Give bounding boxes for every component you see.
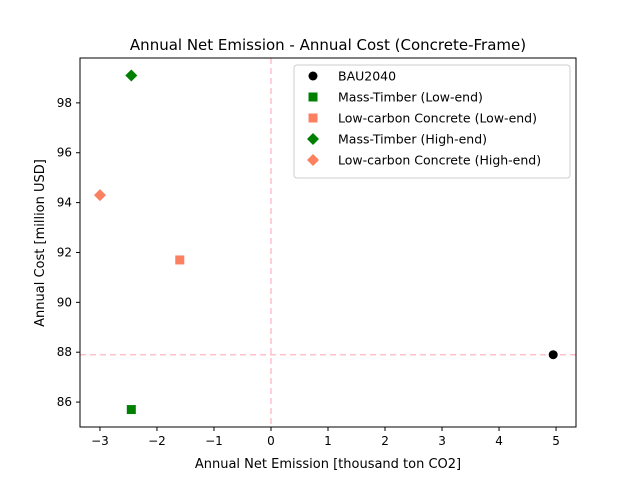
legend-marker xyxy=(307,154,319,166)
x-axis-ticks: −3 −2 −1 0 1 2 3 4 5 xyxy=(91,427,560,448)
data-point xyxy=(93,189,106,202)
y-tick-label: 88 xyxy=(57,345,72,359)
data-point xyxy=(126,405,136,415)
y-axis-label: Annual Cost [million USD] xyxy=(33,159,48,327)
x-tick-label: 5 xyxy=(552,434,560,448)
chart-title: Annual Net Emission - Annual Cost (Concr… xyxy=(130,36,526,54)
y-tick-label: 86 xyxy=(57,395,72,409)
y-tick-label: 90 xyxy=(57,295,72,309)
data-points xyxy=(93,69,558,415)
y-tick-label: 94 xyxy=(57,196,72,210)
x-tick-label: 0 xyxy=(267,434,275,448)
x-tick-label: 3 xyxy=(438,434,446,448)
data-point xyxy=(125,69,138,82)
legend-label: Mass-Timber (High-end) xyxy=(338,132,487,147)
y-tick-label: 96 xyxy=(57,146,72,160)
x-tick-label: 1 xyxy=(324,434,332,448)
legend-marker xyxy=(308,113,318,123)
legend-label: Low-carbon Concrete (Low-end) xyxy=(338,111,537,126)
y-tick-label: 98 xyxy=(57,96,72,110)
legend-marker xyxy=(307,133,319,145)
x-axis-label: Annual Net Emission [thousand ton CO2] xyxy=(195,457,461,472)
legend-marker xyxy=(308,71,318,81)
data-point xyxy=(175,255,185,265)
legend: BAU2040 Mass-Timber (Low-end) Low-carbon C… xyxy=(293,64,571,179)
x-tick-label: −1 xyxy=(205,434,223,448)
data-point xyxy=(548,350,558,360)
legend-marker xyxy=(308,92,318,102)
x-tick-label: 2 xyxy=(381,434,389,448)
x-tick-label: −3 xyxy=(91,434,109,448)
x-tick-label: −2 xyxy=(148,434,166,448)
x-tick-label: 4 xyxy=(495,434,503,448)
legend-box xyxy=(293,64,571,179)
reference-lines xyxy=(80,58,576,427)
legend-label: BAU2040 xyxy=(338,69,396,84)
y-axis-ticks: 86 88 90 92 94 96 98 xyxy=(57,96,80,409)
legend-label: Mass-Timber (Low-end) xyxy=(338,90,483,105)
legend-label: Low-carbon Concrete (High-end) xyxy=(338,153,541,168)
y-tick-label: 92 xyxy=(57,245,72,259)
